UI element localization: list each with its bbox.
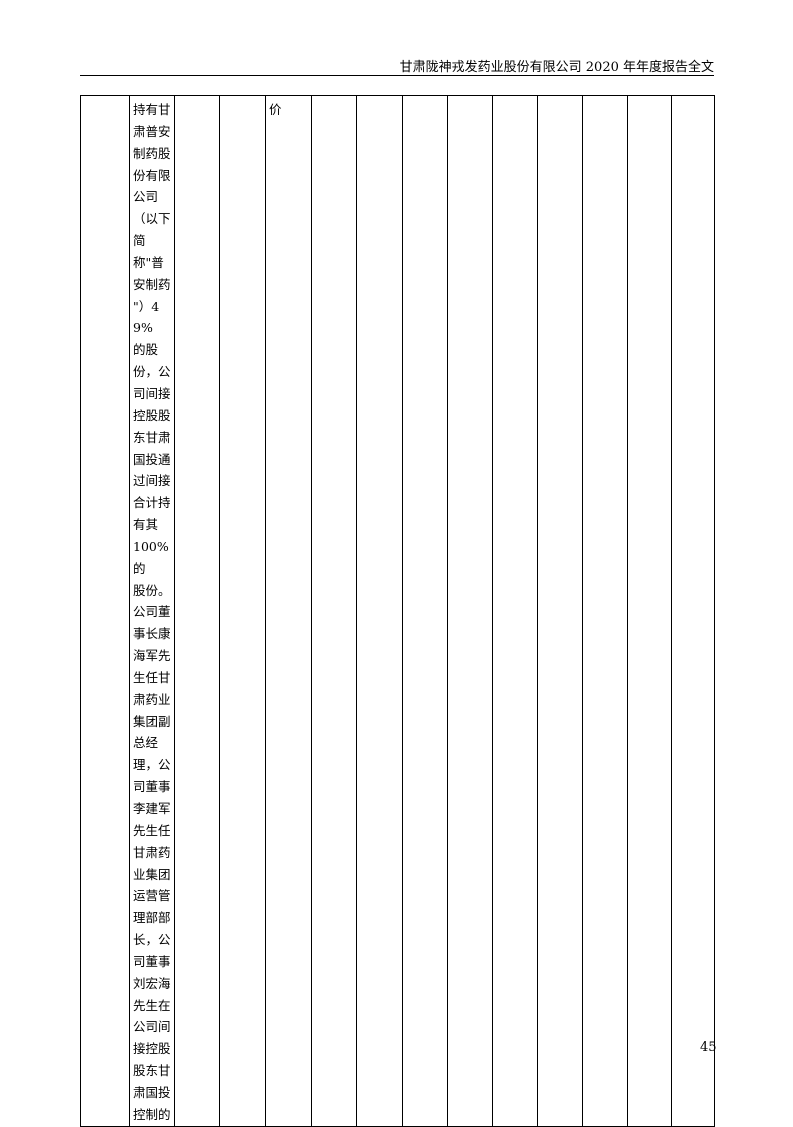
table-cell	[582, 95, 628, 1127]
header-rule	[80, 75, 714, 76]
table-row: 持有甘 肃普安 制药股 份有限 公司 （以下 简称"普 安制药 "）49% 的股…	[80, 95, 715, 1127]
table-cell	[447, 95, 493, 1127]
table-cell	[402, 95, 448, 1127]
table-cell-pricing: 价	[265, 95, 312, 1127]
table-cell	[219, 95, 266, 1127]
table-cell	[311, 95, 357, 1127]
document-header-title: 甘肃陇神戎发药业股份有限公司 2020 年年度报告全文	[399, 60, 714, 75]
table-cell	[537, 95, 583, 1127]
table-cell	[80, 95, 130, 1127]
table-cell	[356, 95, 403, 1127]
table-cell	[492, 95, 538, 1127]
table-cell	[627, 95, 672, 1127]
table-cell	[671, 95, 715, 1127]
page-number: 45	[700, 1040, 717, 1055]
related-party-table: 持有甘 肃普安 制药股 份有限 公司 （以下 简称"普 安制药 "）49% 的股…	[80, 95, 715, 1127]
table-cell	[174, 95, 220, 1127]
table-cell-description: 持有甘 肃普安 制药股 份有限 公司 （以下 简称"普 安制药 "）49% 的股…	[129, 95, 175, 1127]
